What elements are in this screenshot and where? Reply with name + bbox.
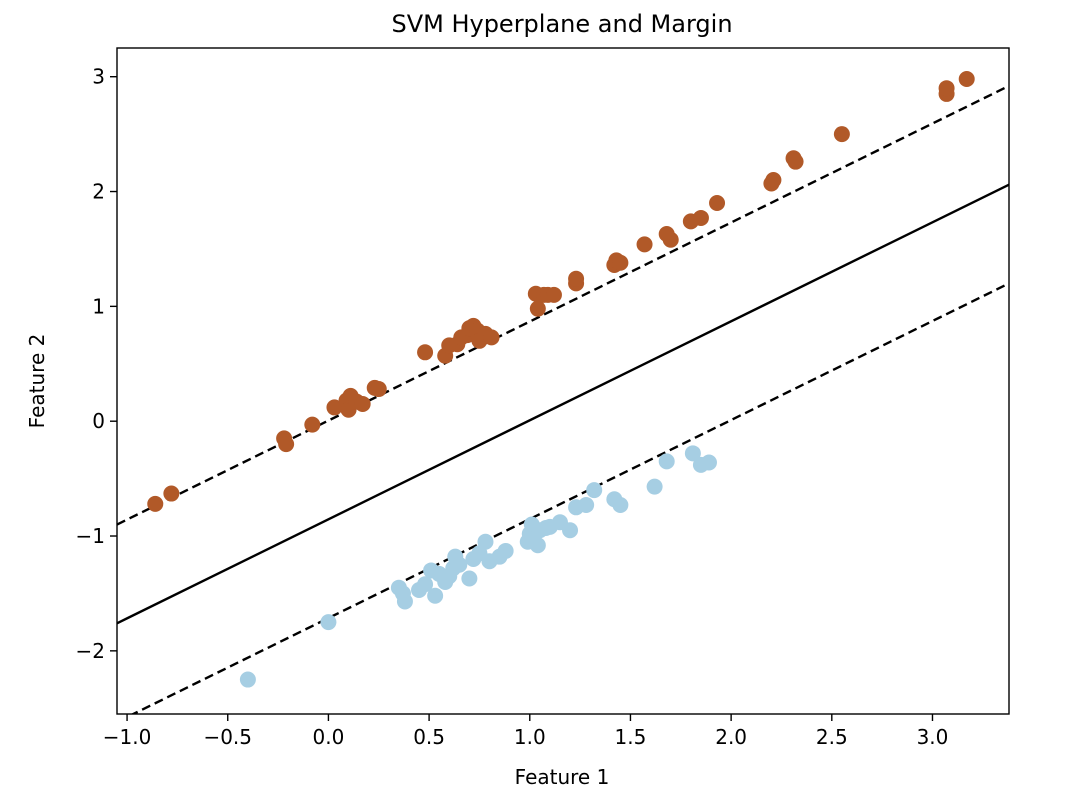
class-0-point xyxy=(529,537,546,554)
class-1-point xyxy=(958,71,975,88)
y-axis-label: Feature 2 xyxy=(25,334,49,429)
y-tick-label: 0 xyxy=(92,409,105,433)
class-1-point xyxy=(326,399,343,416)
class-0-point xyxy=(612,497,629,514)
class-1-point xyxy=(163,485,180,502)
class-0-point xyxy=(658,453,675,470)
class-1-point xyxy=(568,270,585,287)
class-1-point xyxy=(545,286,562,303)
class-1-point xyxy=(417,344,434,361)
class-0-point xyxy=(477,533,494,550)
y-tick-label: −1 xyxy=(76,524,105,548)
class-0-point xyxy=(239,671,256,688)
class-0-point xyxy=(684,445,701,462)
class-1-point xyxy=(692,209,709,226)
x-tick-label: 2.5 xyxy=(816,725,848,749)
data-points xyxy=(147,71,975,688)
class-0-point xyxy=(320,614,337,631)
y-tick-label: −2 xyxy=(76,639,105,663)
plot-frame xyxy=(116,47,1010,715)
hyperplane-lines xyxy=(117,84,1009,714)
class-1-point xyxy=(147,495,164,512)
chart-title: SVM Hyperplane and Margin xyxy=(391,10,732,38)
class-1-point xyxy=(612,254,629,271)
class-1-point xyxy=(938,80,955,97)
x-tick-label: 3.0 xyxy=(917,725,949,749)
class-1-point xyxy=(370,381,387,398)
class-0-point xyxy=(578,497,595,514)
class-1-point xyxy=(278,436,295,453)
x-tick-label: 2.0 xyxy=(715,725,747,749)
class-0-point xyxy=(461,570,478,587)
class-0-point xyxy=(427,587,444,604)
x-tick-label: 1.5 xyxy=(615,725,647,749)
plot-area xyxy=(117,71,1009,714)
lower-margin-line xyxy=(130,282,1009,714)
class-1-point xyxy=(636,236,653,253)
class-0-point xyxy=(586,482,603,499)
class-0-point xyxy=(396,593,413,610)
x-tick-label: 0.0 xyxy=(313,725,345,749)
class-0-point xyxy=(497,542,514,559)
decision-boundary-line xyxy=(117,183,1009,625)
upper-margin-line xyxy=(117,84,1009,526)
class-0-point xyxy=(417,576,434,593)
class-1-point xyxy=(833,126,850,143)
x-axis-label: Feature 1 xyxy=(515,765,610,789)
y-tick-label: 2 xyxy=(92,180,105,204)
y-axis-ticks: −2 −1 0 1 2 3 xyxy=(76,65,117,663)
class-1-point xyxy=(787,153,804,170)
class-1-point xyxy=(354,395,371,412)
class-0-point xyxy=(646,478,663,495)
class-0-point xyxy=(562,522,579,539)
class-1-point xyxy=(483,329,500,346)
x-tick-label: 1.0 xyxy=(514,725,546,749)
y-tick-label: 1 xyxy=(92,294,105,318)
class-1-point xyxy=(529,300,546,317)
y-tick-label: 3 xyxy=(92,65,105,89)
x-tick-label: −1.0 xyxy=(103,725,152,749)
class-1-point xyxy=(662,231,679,248)
class-0-point xyxy=(451,556,468,573)
x-axis-ticks: −1.0 −0.5 0.0 0.5 1.0 1.5 2.0 2.5 3.0 xyxy=(103,714,949,749)
class-0-point xyxy=(700,454,717,471)
class-1-point xyxy=(765,172,782,189)
class-1-point xyxy=(304,416,321,433)
class-1-point xyxy=(709,195,726,212)
x-tick-label: 0.5 xyxy=(413,725,445,749)
x-tick-label: −0.5 xyxy=(203,725,252,749)
